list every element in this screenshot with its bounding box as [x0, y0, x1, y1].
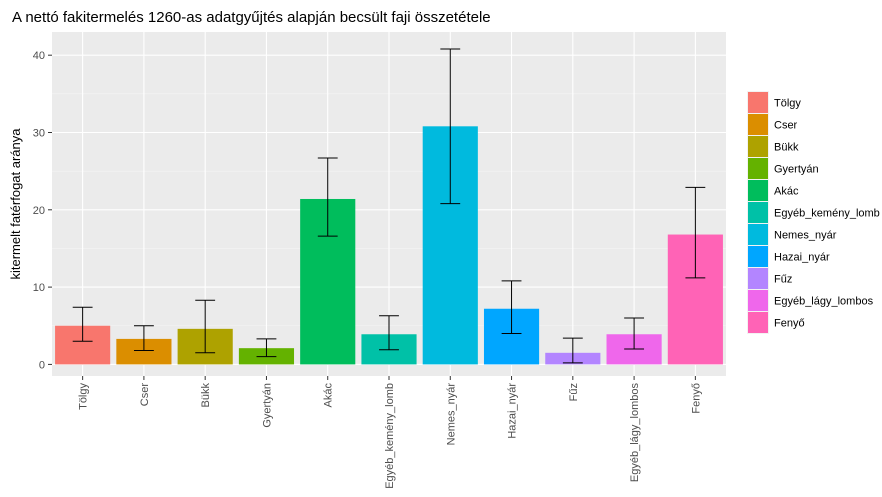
legend-item: Cser: [747, 113, 798, 136]
legend-item: Gyertyán: [747, 157, 819, 180]
error-bar: [501, 280, 522, 334]
error-bar: [317, 157, 338, 237]
legend-label: Egyéb_kemény_lomb: [774, 208, 880, 220]
y-tick-label: 0: [39, 359, 45, 371]
x-tick-label: Akác: [323, 383, 335, 408]
y-axis: 0 10 20 30 40: [33, 50, 52, 371]
legend-key: [748, 268, 768, 289]
legend-label: Fűz: [774, 274, 792, 286]
legend-key: [748, 312, 768, 333]
y-axis-label: kitermelt fatérfogat aránya: [8, 128, 23, 280]
legend-item: Fenyő: [747, 311, 805, 334]
legend-key: [748, 114, 768, 135]
legend-label: Fenyő: [774, 318, 805, 330]
legend-label: Tölgy: [774, 98, 801, 110]
legend-key: [748, 202, 768, 223]
legend-item: Hazai_nyár: [747, 245, 830, 268]
error-bar: [195, 299, 216, 354]
error-bar: [685, 186, 706, 279]
legend-label: Bükk: [774, 142, 799, 154]
legend-item: Egyéb_kemény_lomb: [747, 201, 880, 224]
x-tick-label: Nemes_nyár: [445, 383, 457, 446]
x-tick-label: Fenyő: [690, 383, 702, 414]
y-tick-label: 20: [33, 205, 45, 217]
x-tick-label: Egyéb_kemény_lomb: [384, 383, 396, 489]
y-tick-label: 40: [33, 50, 45, 62]
legend-item: Akác: [747, 179, 799, 202]
legend-key: [748, 180, 768, 201]
error-bar: [256, 338, 277, 358]
error-bar: [562, 337, 583, 364]
legend: Tölgy Cser Bükk Gyertyán Akác Egyéb_kemény_lo…: [747, 91, 880, 334]
legend-key: [748, 92, 768, 113]
legend-label: Cser: [774, 120, 798, 132]
error-bar: [440, 48, 461, 205]
legend-key: [748, 158, 768, 179]
legend-item: Egyéb_lágy_lombos: [747, 289, 874, 312]
y-tick-label: 30: [33, 127, 45, 139]
legend-label: Nemes_nyár: [774, 230, 837, 242]
x-tick-label: Cser: [139, 383, 151, 407]
x-tick-label: Hazai_nyár: [507, 383, 519, 439]
legend-label: Hazai_nyár: [774, 252, 830, 264]
legend-label: Akác: [774, 186, 799, 198]
error-bars: [72, 48, 706, 364]
x-tick-label: Bükk: [200, 383, 212, 408]
legend-key: [748, 224, 768, 245]
legend-label: Egyéb_lágy_lombos: [774, 296, 874, 308]
x-tick-label: Tölgy: [78, 383, 90, 410]
chart-title: A nettó fakitermelés 1260-as adatgyűjtés…: [12, 9, 491, 26]
error-bar: [72, 306, 93, 342]
legend-item: Tölgy: [747, 91, 801, 114]
legend-key: [748, 246, 768, 267]
legend-item: Nemes_nyár: [747, 223, 837, 246]
x-tick-label: Egyéb_lágy_lombos: [629, 383, 641, 483]
x-tick-label: Fűz: [568, 383, 580, 401]
x-tick-label: Gyertyán: [261, 383, 273, 428]
legend-label: Gyertyán: [774, 164, 819, 176]
legend-item: Fűz: [747, 267, 792, 290]
legend-key: [748, 290, 768, 311]
error-bar: [379, 315, 399, 351]
error-bar: [133, 325, 154, 351]
legend-key: [748, 136, 768, 157]
x-axis: Tölgy Cser Bükk Gyertyán Akác Egyéb_kemény_lo…: [78, 376, 702, 489]
error-bar: [624, 317, 645, 350]
y-tick-label: 10: [33, 282, 45, 294]
legend-item: Bükk: [747, 135, 799, 158]
